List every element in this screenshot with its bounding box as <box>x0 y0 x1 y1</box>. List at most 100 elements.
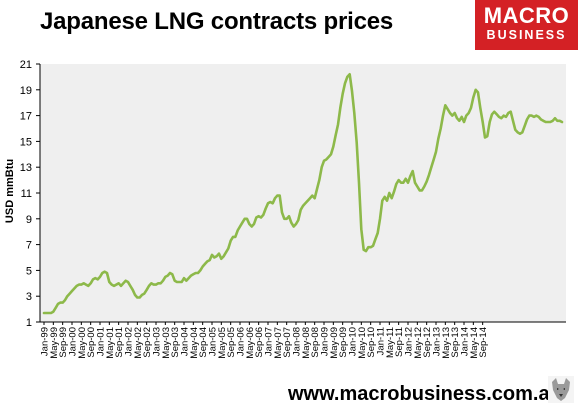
data-point <box>136 296 139 299</box>
data-point <box>320 166 323 168</box>
data-point <box>241 221 244 224</box>
data-point <box>96 278 99 281</box>
data-point <box>437 138 440 140</box>
data-point <box>311 194 314 197</box>
data-point <box>395 183 398 185</box>
x-tick-label: May-08 <box>301 327 312 359</box>
data-point <box>295 223 297 225</box>
data-point <box>157 282 160 285</box>
data-point <box>155 283 157 286</box>
x-tick-label: Sep-03 <box>170 327 181 358</box>
x-tick-label: Sep-13 <box>450 327 461 358</box>
data-point <box>64 299 66 301</box>
data-point <box>451 114 454 117</box>
data-point <box>108 281 111 283</box>
x-tick-label: Sep-01 <box>114 327 125 358</box>
data-point <box>327 156 330 158</box>
data-point <box>220 258 223 260</box>
data-point <box>50 312 52 314</box>
data-point <box>456 117 458 119</box>
data-point <box>393 190 395 193</box>
x-tick-label: May-11 <box>385 327 396 358</box>
x-tick-label: Jan-12 <box>404 327 415 356</box>
data-point <box>458 120 461 122</box>
data-point <box>257 215 260 217</box>
data-point <box>374 238 377 241</box>
logo-line-business: BUSINESS <box>486 28 567 42</box>
data-point <box>486 135 489 137</box>
data-point <box>390 197 393 199</box>
data-point <box>435 150 437 153</box>
data-point <box>533 116 535 118</box>
data-point <box>211 254 213 256</box>
data-point <box>299 209 302 211</box>
plot-area <box>40 64 566 322</box>
data-point <box>171 273 174 276</box>
y-tick-label: 3 <box>26 291 32 303</box>
y-axis-label: USD mmBtu <box>4 159 16 223</box>
data-point <box>166 274 169 277</box>
x-tick-label: Jan-14 <box>460 327 471 356</box>
data-point <box>290 221 293 224</box>
data-point <box>367 246 370 248</box>
data-point <box>477 91 479 94</box>
x-tick-label: May-07 <box>273 327 284 359</box>
data-point <box>474 89 477 91</box>
data-point <box>407 181 409 184</box>
data-point <box>551 120 554 122</box>
data-point <box>344 82 346 85</box>
data-point <box>138 296 141 299</box>
data-point <box>418 189 421 192</box>
data-point <box>379 218 381 220</box>
data-point <box>152 283 155 286</box>
x-tick-label: Jan-02 <box>124 327 135 356</box>
x-tick-label: May-14 <box>469 327 480 359</box>
data-point <box>351 90 353 92</box>
data-point <box>225 251 227 254</box>
x-tick-label: May-12 <box>413 327 424 359</box>
x-tick-label: Sep-14 <box>478 327 489 358</box>
x-tick-label: Jan-01 <box>96 327 107 356</box>
data-point <box>89 282 92 285</box>
x-tick-label: May-09 <box>329 327 340 359</box>
data-point <box>470 107 472 109</box>
data-point <box>54 307 57 309</box>
data-point <box>493 110 496 113</box>
data-point <box>388 192 391 194</box>
data-point <box>425 180 428 183</box>
data-point <box>264 207 267 210</box>
data-point <box>129 285 132 287</box>
data-point <box>360 228 363 230</box>
data-point <box>120 285 122 287</box>
data-point <box>269 201 272 203</box>
data-point <box>549 121 552 123</box>
data-point <box>505 116 507 118</box>
data-point <box>85 283 87 286</box>
y-tick-label: 7 <box>26 240 32 252</box>
data-point <box>101 272 104 274</box>
data-point <box>180 281 183 283</box>
data-point <box>66 295 69 298</box>
data-point <box>204 263 206 265</box>
data-point <box>481 121 484 123</box>
data-point <box>467 112 470 114</box>
x-tick-label: Jan-99 <box>40 327 51 356</box>
data-point <box>229 239 232 242</box>
x-tick-label: Jan-13 <box>432 327 443 356</box>
data-point <box>460 116 463 118</box>
data-point <box>61 301 64 304</box>
data-point <box>530 114 533 117</box>
x-tick-label: May-03 <box>161 327 172 359</box>
data-point <box>115 283 118 286</box>
data-point <box>313 197 316 199</box>
x-tick-label: Sep-02 <box>142 327 153 358</box>
data-point <box>561 121 563 123</box>
data-point <box>304 202 307 205</box>
data-point <box>255 216 258 219</box>
data-point <box>523 125 526 127</box>
x-tick-label: May-02 <box>133 327 144 359</box>
data-point <box>372 245 374 247</box>
y-tick-label: 11 <box>21 188 32 200</box>
data-point <box>400 181 402 184</box>
